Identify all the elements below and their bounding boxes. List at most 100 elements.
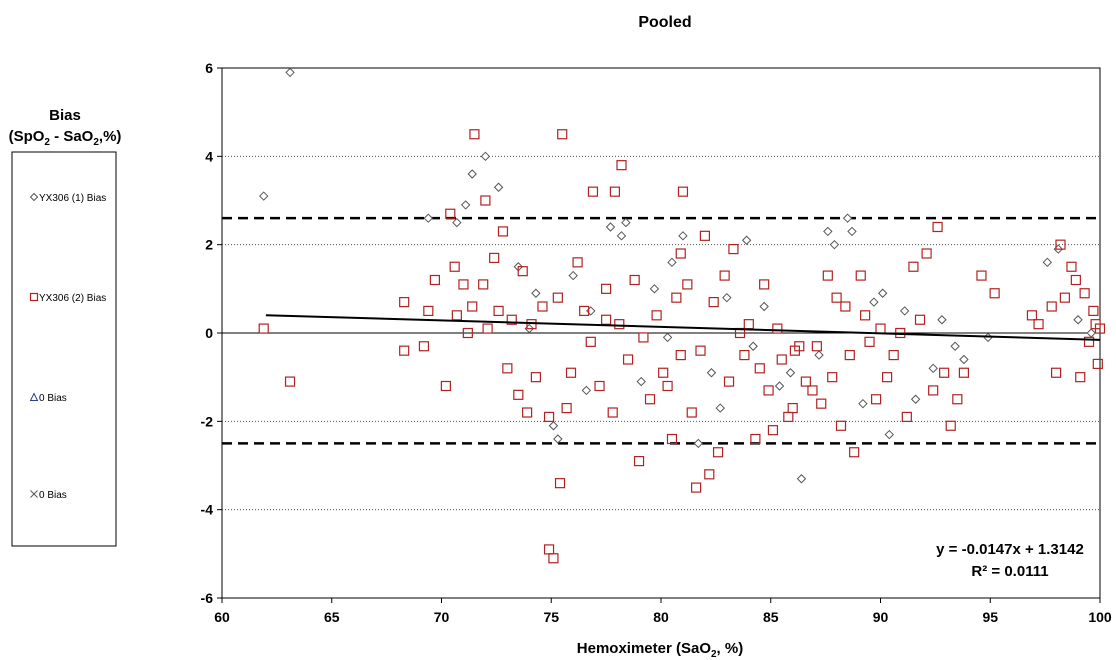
data-points [258,67,1106,564]
data-point-square [1092,358,1103,370]
data-point-square [945,420,956,431]
data-point-diamond [877,288,888,298]
data-point-square [914,314,926,325]
data-point-square [462,327,473,339]
data-point-diamond [285,67,295,78]
data-point-square [258,323,269,334]
data-point-square [601,283,612,294]
data-point-square [451,310,462,321]
data-point-square [840,301,851,312]
legend-marker-x [30,490,38,498]
y-axis-label-line2: (SpO2 - SaO2,%) [9,128,122,148]
data-point-square [783,411,794,423]
data-point-square [1055,239,1066,250]
data-point-square [502,363,513,374]
data-point-square [1026,310,1038,321]
data-point-square [728,243,739,255]
data-point-square [467,301,478,312]
data-point-diamond [842,213,853,223]
x-tick-label: 60 [214,609,230,625]
data-point-square [517,266,528,277]
y-tick-label: 2 [205,237,213,253]
data-point-square [723,376,735,387]
y-tick-label: -2 [201,413,214,429]
data-point-square [480,195,491,206]
data-point-square [548,553,559,564]
data-point-diamond [847,226,857,237]
data-point-diamond [693,438,704,449]
data-point-square [908,261,919,272]
data-point-square [835,420,847,431]
data-point-square [691,482,702,493]
data-point-square [807,385,818,396]
data-point-square [787,402,798,414]
data-point-square [594,380,605,392]
data-point-diamond [586,306,596,316]
data-point-square [699,230,711,241]
legend-label: 0 Bias [39,393,67,404]
data-point-square [816,398,827,409]
data-point-square [1079,288,1090,299]
data-point-diamond [748,341,758,351]
data-point-square [449,261,460,272]
data-point-square [831,292,842,303]
data-point-square [552,292,563,303]
data-point-diamond [823,226,833,237]
r-squared-label: R² = 0.0111 [971,563,1048,580]
data-point-diamond [715,403,725,413]
data-point-square [513,389,524,400]
x-tick-label: 65 [324,609,340,625]
data-point-square [530,372,541,383]
y-axis-label-line1: Bias [49,107,81,124]
data-point-square [497,226,509,237]
data-point-square [739,349,750,361]
data-point-diamond [531,288,541,298]
data-point-square [601,314,612,325]
data-point-square [557,129,568,140]
data-point-square [881,372,893,383]
x-tick-label: 90 [873,609,889,625]
data-point-square [695,345,706,356]
data-point-diamond [1086,328,1096,338]
data-point-square [759,279,770,290]
data-point-square [489,252,500,264]
legend-label: 0 Bias [39,490,67,501]
data-point-square [750,433,761,445]
x-tick-label: 85 [763,609,779,625]
x-tick-label: 75 [543,609,559,625]
data-point-square [875,323,886,334]
data-point-square [616,160,627,171]
data-point-square [849,447,860,458]
data-point-square [682,279,693,290]
data-point-diamond [621,217,631,228]
data-point-square [671,292,682,303]
data-point-diamond [899,306,910,316]
data-point-square [989,288,1000,299]
data-point-square [712,447,724,458]
gridlines [222,155,1100,511]
x-tick-label: 100 [1088,609,1112,625]
data-point-diamond [706,368,717,378]
data-point-square [445,208,456,219]
data-point-square [587,186,599,197]
data-point-diamond [548,421,559,431]
data-point-diamond [662,332,673,343]
data-point-square [585,336,596,347]
data-point-square [537,301,548,312]
x-axis-ticks: 60 65 70 75 80 85 90 95 100 [214,598,1112,625]
y-tick-label: -6 [201,590,214,606]
data-point-diamond [741,235,752,245]
data-point-diamond [759,301,769,312]
data-point-square [675,349,686,361]
data-point-square [1050,367,1062,378]
data-point-square [440,380,451,392]
legend-label: YX306 (1) Bias [39,193,106,204]
data-point-diamond [480,151,491,162]
data-point-square [543,411,555,423]
data-point-square [478,279,489,290]
data-point-square [572,257,583,268]
chart-title: Pooled [638,14,691,31]
data-point-diamond [452,217,462,228]
data-point-square [888,349,899,361]
trendline [265,314,1101,341]
